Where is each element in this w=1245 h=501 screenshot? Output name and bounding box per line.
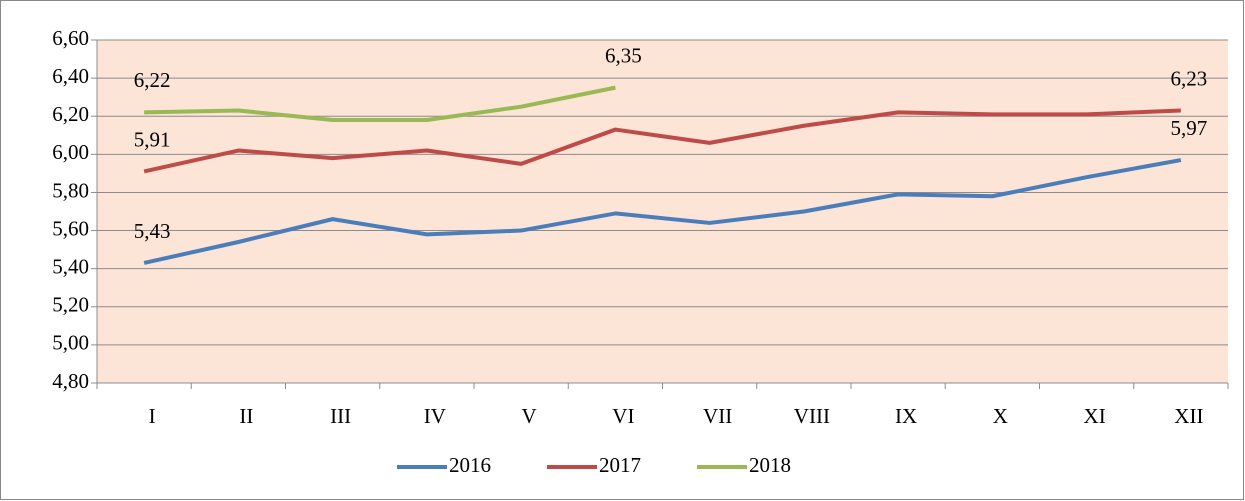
x-tick-label: IX (895, 404, 917, 428)
y-tick-label: 5,40 (52, 254, 89, 278)
series-line (144, 85, 616, 123)
y-tick-label: 5,60 (52, 216, 89, 240)
legend-label: 2016 (449, 453, 491, 477)
legend-label: 2018 (749, 453, 791, 477)
series-line (143, 158, 1182, 265)
plot-area (97, 40, 1228, 383)
x-tick-label: III (330, 404, 351, 428)
series-line (143, 108, 1181, 174)
x-tick-label: I (149, 404, 156, 428)
value-label: 5,43 (134, 219, 171, 243)
y-tick-label: 6,20 (52, 102, 89, 126)
value-label: 5,91 (134, 127, 171, 151)
y-tick-label: 5,80 (52, 178, 89, 202)
x-tick-label: V (522, 404, 537, 428)
x-tick-label: VIII (794, 404, 830, 428)
y-tick-label: 6,00 (52, 140, 89, 164)
x-tick-label: II (239, 404, 253, 428)
y-tick-label: 6,60 (52, 26, 89, 50)
value-label: 6,23 (1171, 66, 1208, 90)
x-tick-label: XII (1174, 404, 1203, 428)
x-tick-label: VI (612, 404, 634, 428)
x-tick-label: IV (424, 404, 446, 428)
y-tick-label: 4,80 (52, 369, 89, 393)
y-tick-label: 5,00 (52, 331, 89, 355)
legend-label: 2017 (599, 453, 641, 477)
value-label: 6,35 (605, 43, 642, 67)
value-label: 5,97 (1171, 116, 1208, 140)
x-tick-label: X (993, 404, 1008, 428)
y-tick-label: 6,40 (52, 64, 89, 88)
y-tick-label: 5,20 (52, 293, 89, 317)
value-label: 6,22 (134, 68, 171, 92)
x-tick-label: XI (1084, 404, 1106, 428)
x-tick-label: VII (703, 404, 732, 428)
